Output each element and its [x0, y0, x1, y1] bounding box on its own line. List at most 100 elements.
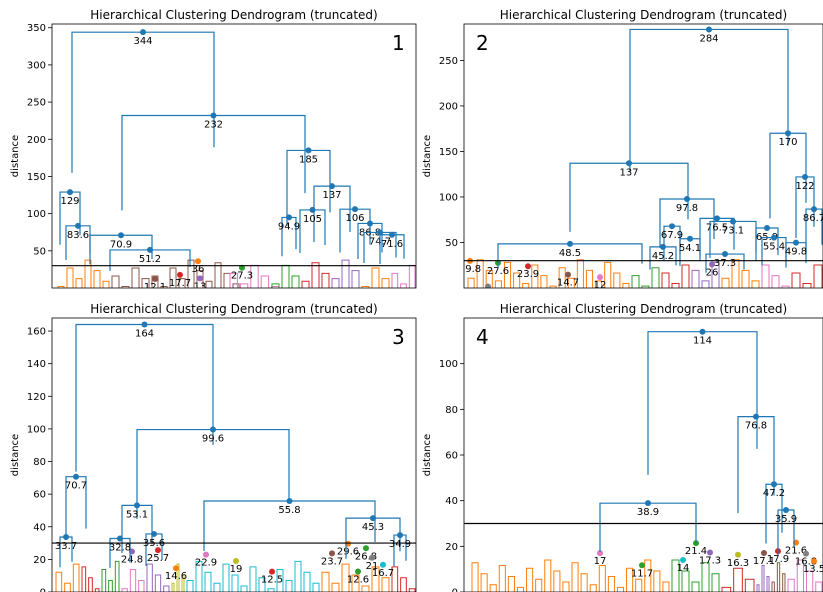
leaf-link [761, 565, 765, 592]
merge-dot [140, 29, 146, 36]
merge-label: 32.8 [109, 543, 131, 554]
leaf-link [616, 586, 625, 592]
y-tick-label: 50 [445, 238, 458, 249]
merge-label: 17.3 [699, 555, 721, 566]
merge-dot [370, 515, 376, 522]
merge-dot [155, 547, 161, 554]
y-tick-label: 140 [27, 359, 46, 370]
axes-frame [463, 317, 823, 592]
merge-label: 22.9 [195, 558, 217, 569]
merge-dot [680, 557, 686, 564]
leaf-link [507, 575, 515, 592]
panel-1: Hierarchical Clustering Dendrogram (trun… [10, 8, 417, 289]
merge-dot [785, 130, 791, 137]
leaf-link [721, 277, 730, 288]
merge-label: 99.6 [202, 434, 224, 445]
leaf-link [129, 569, 137, 592]
leaf-link [815, 581, 823, 592]
merge-dot [363, 545, 369, 552]
merge-dot [380, 561, 386, 568]
leaf-link [171, 582, 175, 592]
merge-label: 21.4 [685, 546, 707, 557]
merge-dot [355, 568, 361, 575]
merge-label: 38.9 [637, 507, 659, 518]
merge-label: 53.1 [126, 509, 148, 520]
merge-dot [67, 189, 73, 196]
merge-label: 14.6 [165, 571, 187, 582]
merge-dot [118, 232, 124, 239]
merge-label: 23.7 [321, 556, 343, 567]
cluster-link [647, 331, 758, 475]
merge-dot [63, 534, 69, 541]
merge-label: 29.6 [337, 547, 359, 558]
leaf-link [471, 562, 479, 592]
merge-label: 17.7 [169, 278, 191, 289]
leaf-link [662, 581, 670, 592]
merge-dot [73, 473, 79, 480]
leaf-link [271, 283, 280, 288]
leaf-link [361, 286, 370, 288]
leaf-link [55, 571, 63, 592]
y-tick-label: 100 [27, 424, 46, 435]
merge-label: 106 [345, 213, 364, 224]
leaf-link [285, 580, 293, 592]
leaf-link [567, 277, 575, 288]
leaf-link [371, 566, 380, 592]
leaf-link [562, 581, 570, 592]
leaf-link [213, 582, 221, 592]
leaf-link [651, 267, 660, 288]
y-tick-label: 80 [33, 457, 46, 468]
leaf-link [540, 275, 548, 288]
leaf-link [781, 285, 790, 288]
cluster-link [75, 323, 214, 472]
leaf-link [756, 584, 760, 592]
leaf-link [114, 560, 120, 592]
y-tick-label: 80 [445, 405, 458, 416]
leaf-link [294, 560, 302, 592]
leaf-link [701, 280, 710, 288]
leaf-link [181, 574, 185, 592]
merge-label: 76.5 [706, 222, 728, 233]
leaf-link [341, 563, 350, 592]
y-tick-label: 350 [27, 23, 46, 34]
leaf-link [121, 286, 130, 288]
leaf-link [301, 280, 310, 288]
leaf-link [644, 559, 652, 592]
merge-label: 17.9 [767, 554, 789, 565]
y-axis-label: distance [10, 434, 21, 476]
y-tick-label: 0 [40, 588, 46, 592]
leaf-link [653, 570, 661, 592]
merge-dot [369, 554, 375, 561]
merge-label: 24.8 [121, 555, 143, 566]
merge-dot [397, 532, 403, 539]
leaf-link [802, 283, 812, 288]
merge-dot [269, 568, 275, 575]
merge-dot [660, 243, 666, 250]
plot-area: 36 27.3 17.7 13 12.1 344 232 185 137 106 129 10594.… [52, 29, 416, 289]
merge-dot [173, 565, 179, 572]
leaf-link [258, 577, 266, 592]
panel-number: 4 [476, 325, 489, 349]
leaf-link [351, 270, 360, 288]
leaf-link [160, 286, 168, 288]
y-tick-label: 40 [445, 496, 458, 507]
merge-label: 27.6 [487, 266, 509, 277]
leaf-link [341, 259, 350, 288]
y-tick-label: 160 [27, 327, 46, 338]
merge-label: 164 [135, 329, 154, 340]
merge-label: 12 [594, 280, 607, 291]
merge-label: 232 [204, 119, 223, 130]
merge-dot [377, 229, 383, 236]
leaf-link [553, 570, 561, 592]
y-tick-label: 100 [27, 209, 46, 220]
leaf-link [791, 272, 801, 288]
leaf-link [531, 264, 539, 288]
leaf-link [744, 578, 755, 592]
leaf-link [291, 275, 300, 288]
leaf-link [108, 580, 113, 592]
merge-dot [485, 283, 491, 288]
leaf-link [513, 272, 521, 288]
y-axis-label: distance [10, 135, 21, 177]
leaf-link [121, 588, 128, 592]
leaf-link [691, 269, 700, 288]
